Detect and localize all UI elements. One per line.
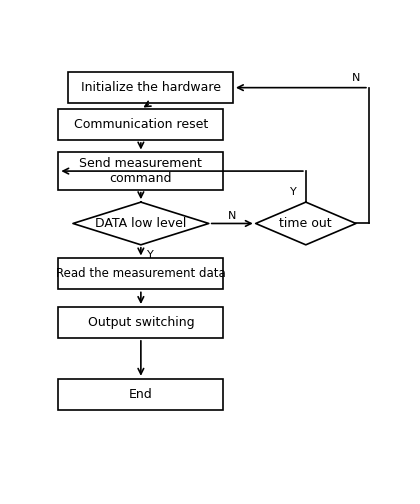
Text: N: N — [228, 212, 236, 221]
Bar — [58, 109, 223, 140]
Bar — [58, 152, 223, 190]
Text: DATA low level: DATA low level — [95, 217, 186, 230]
Text: Read the measurement data: Read the measurement data — [56, 268, 226, 280]
Bar — [68, 72, 233, 103]
Text: Output switching: Output switching — [87, 316, 194, 329]
Text: End: End — [129, 388, 153, 401]
Text: Communication reset: Communication reset — [74, 118, 208, 131]
Text: time out: time out — [279, 217, 332, 230]
Text: Y: Y — [289, 187, 296, 198]
Text: N: N — [352, 73, 360, 83]
Bar — [58, 307, 223, 338]
Bar — [58, 379, 223, 410]
Text: Initialize the hardware: Initialize the hardware — [81, 81, 220, 94]
Bar — [58, 259, 223, 289]
Text: Y: Y — [147, 249, 154, 260]
Text: Send measurement
command: Send measurement command — [79, 157, 202, 185]
